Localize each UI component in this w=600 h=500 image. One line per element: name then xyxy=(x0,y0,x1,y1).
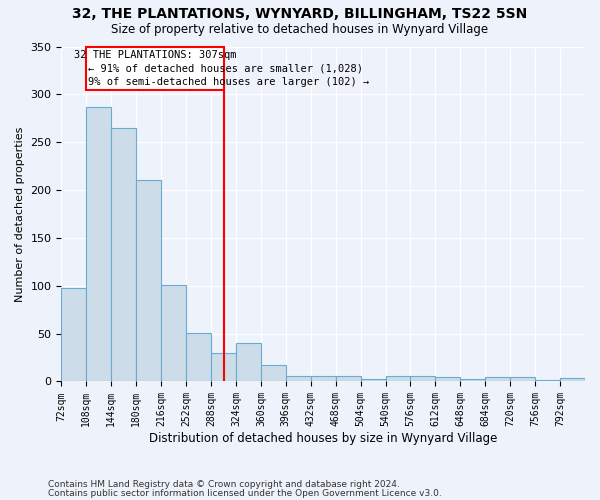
Bar xyxy=(261,365,286,382)
Text: Size of property relative to detached houses in Wynyard Village: Size of property relative to detached ho… xyxy=(112,22,488,36)
X-axis label: Distribution of detached houses by size in Wynyard Village: Distribution of detached houses by size … xyxy=(149,432,497,445)
Bar xyxy=(535,380,560,382)
Text: Contains public sector information licensed under the Open Government Licence v3: Contains public sector information licen… xyxy=(48,488,442,498)
Bar xyxy=(560,378,585,382)
Y-axis label: Number of detached properties: Number of detached properties xyxy=(15,126,25,302)
Bar xyxy=(136,180,161,382)
Text: 32 THE PLANTATIONS: 307sqm: 32 THE PLANTATIONS: 307sqm xyxy=(74,50,236,60)
Bar xyxy=(311,376,335,382)
Bar xyxy=(410,376,436,382)
Bar xyxy=(61,288,86,382)
Bar xyxy=(335,376,361,382)
Text: Contains HM Land Registry data © Crown copyright and database right 2024.: Contains HM Land Registry data © Crown c… xyxy=(48,480,400,489)
Bar xyxy=(510,376,535,382)
Bar xyxy=(161,285,186,382)
Bar xyxy=(86,107,111,382)
Bar xyxy=(211,353,236,382)
Bar xyxy=(111,128,136,382)
Text: ← 91% of detached houses are smaller (1,028): ← 91% of detached houses are smaller (1,… xyxy=(88,64,364,74)
Bar xyxy=(186,332,211,382)
Bar xyxy=(436,376,460,382)
Bar xyxy=(460,378,485,382)
Bar xyxy=(386,376,410,382)
Bar xyxy=(485,376,510,382)
Bar xyxy=(361,378,386,382)
Bar xyxy=(286,376,311,382)
FancyBboxPatch shape xyxy=(86,46,224,90)
Text: 9% of semi-detached houses are larger (102) →: 9% of semi-detached houses are larger (1… xyxy=(88,77,370,87)
Bar xyxy=(236,343,261,382)
Text: 32, THE PLANTATIONS, WYNYARD, BILLINGHAM, TS22 5SN: 32, THE PLANTATIONS, WYNYARD, BILLINGHAM… xyxy=(73,8,527,22)
